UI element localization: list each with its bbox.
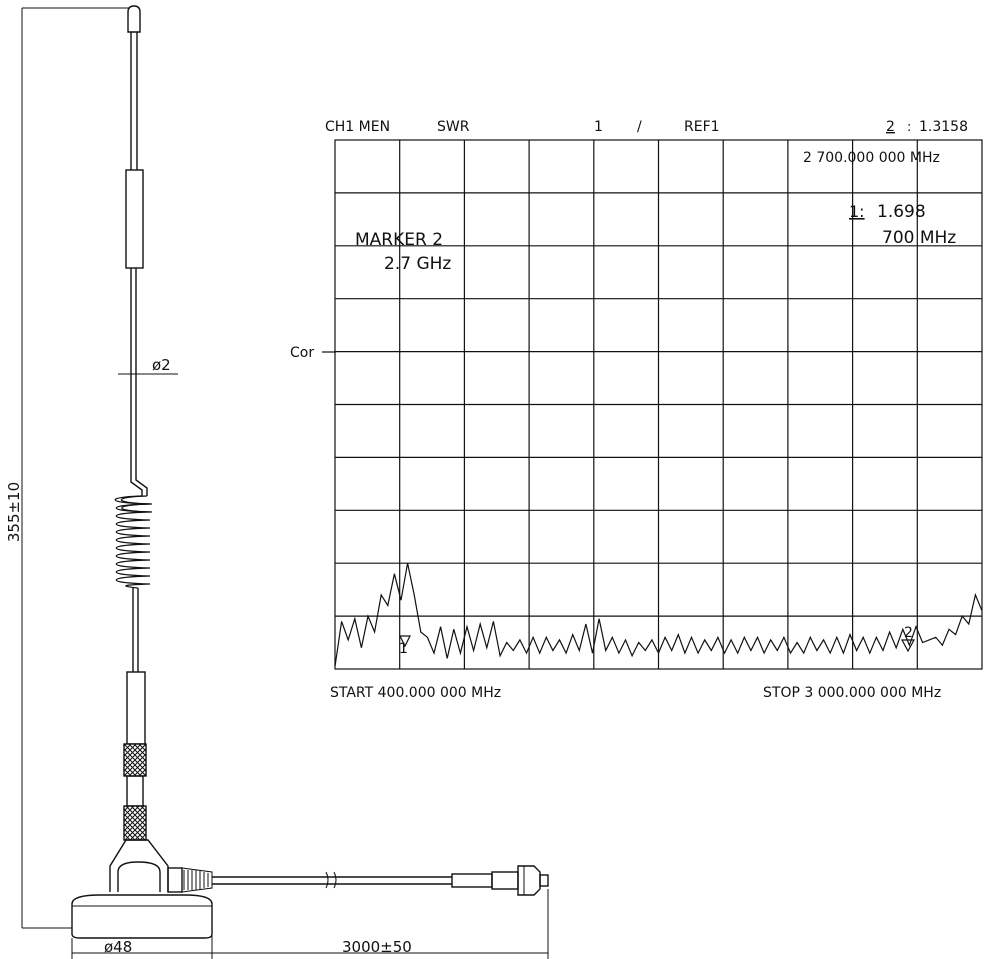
connector-nut	[517, 865, 541, 896]
strain-relief-ribs	[181, 867, 213, 893]
dim-base-label: ø48	[104, 938, 132, 956]
marker1-label: 1:	[849, 202, 865, 221]
spring-coil	[114, 495, 153, 589]
connector-pin	[539, 874, 549, 887]
stop-frequency: STOP 3 000.000 000 MHz	[763, 685, 941, 701]
trace-marker-1: 1	[399, 641, 408, 657]
cable-break	[325, 871, 337, 889]
header-slash: /	[637, 119, 642, 135]
annotation-line2: 2.7 GHz	[384, 254, 451, 274]
trace-marker-2-icon	[900, 639, 916, 653]
whip-tip-cap	[127, 5, 141, 33]
trace-marker-2: 2	[904, 625, 913, 641]
header-channel: CH1 MEN	[325, 119, 390, 135]
plot-grid	[334, 139, 983, 670]
knurl-upper	[123, 743, 147, 777]
annotation-line1: MARKER 2	[355, 230, 443, 250]
antenna-drawing	[21, 5, 549, 959]
analyzer-plot	[334, 139, 983, 670]
connector-body	[491, 871, 519, 890]
whip-kink-right	[135, 470, 148, 496]
cable-ferrule	[451, 873, 493, 888]
mid-tube	[126, 775, 144, 807]
strain-relief	[167, 867, 183, 893]
header-ref: REF1	[684, 119, 720, 135]
marker1-freq: 700 MHz	[882, 228, 956, 248]
swr-trace	[334, 563, 983, 667]
header-marker-sep: :	[907, 120, 911, 135]
ref-level-label: Cor	[290, 345, 314, 361]
dim-rod-diameter-label: ø2	[152, 356, 171, 374]
whip-sleeve	[125, 169, 144, 269]
marker1-value: 1.698	[877, 202, 926, 222]
start-frequency: START 400.000 000 MHz	[330, 685, 501, 701]
dim-height-label: 355±10	[5, 482, 23, 542]
base-housing-inner	[117, 861, 161, 892]
header-scale: 1	[594, 119, 603, 135]
dim-cable-label: 3000±50	[342, 938, 412, 956]
marker2-freq: 2 700.000 000 MHz	[803, 150, 940, 166]
trace-marker-1-icon	[399, 635, 411, 648]
header-marker-value: 1.3158	[919, 119, 968, 135]
header-format: SWR	[437, 119, 470, 135]
whip-kink-left	[130, 470, 143, 496]
lower-tube	[126, 671, 146, 745]
magnet-base	[71, 894, 213, 939]
knurl-lower	[123, 805, 147, 841]
header-marker-num: 2	[886, 119, 895, 135]
